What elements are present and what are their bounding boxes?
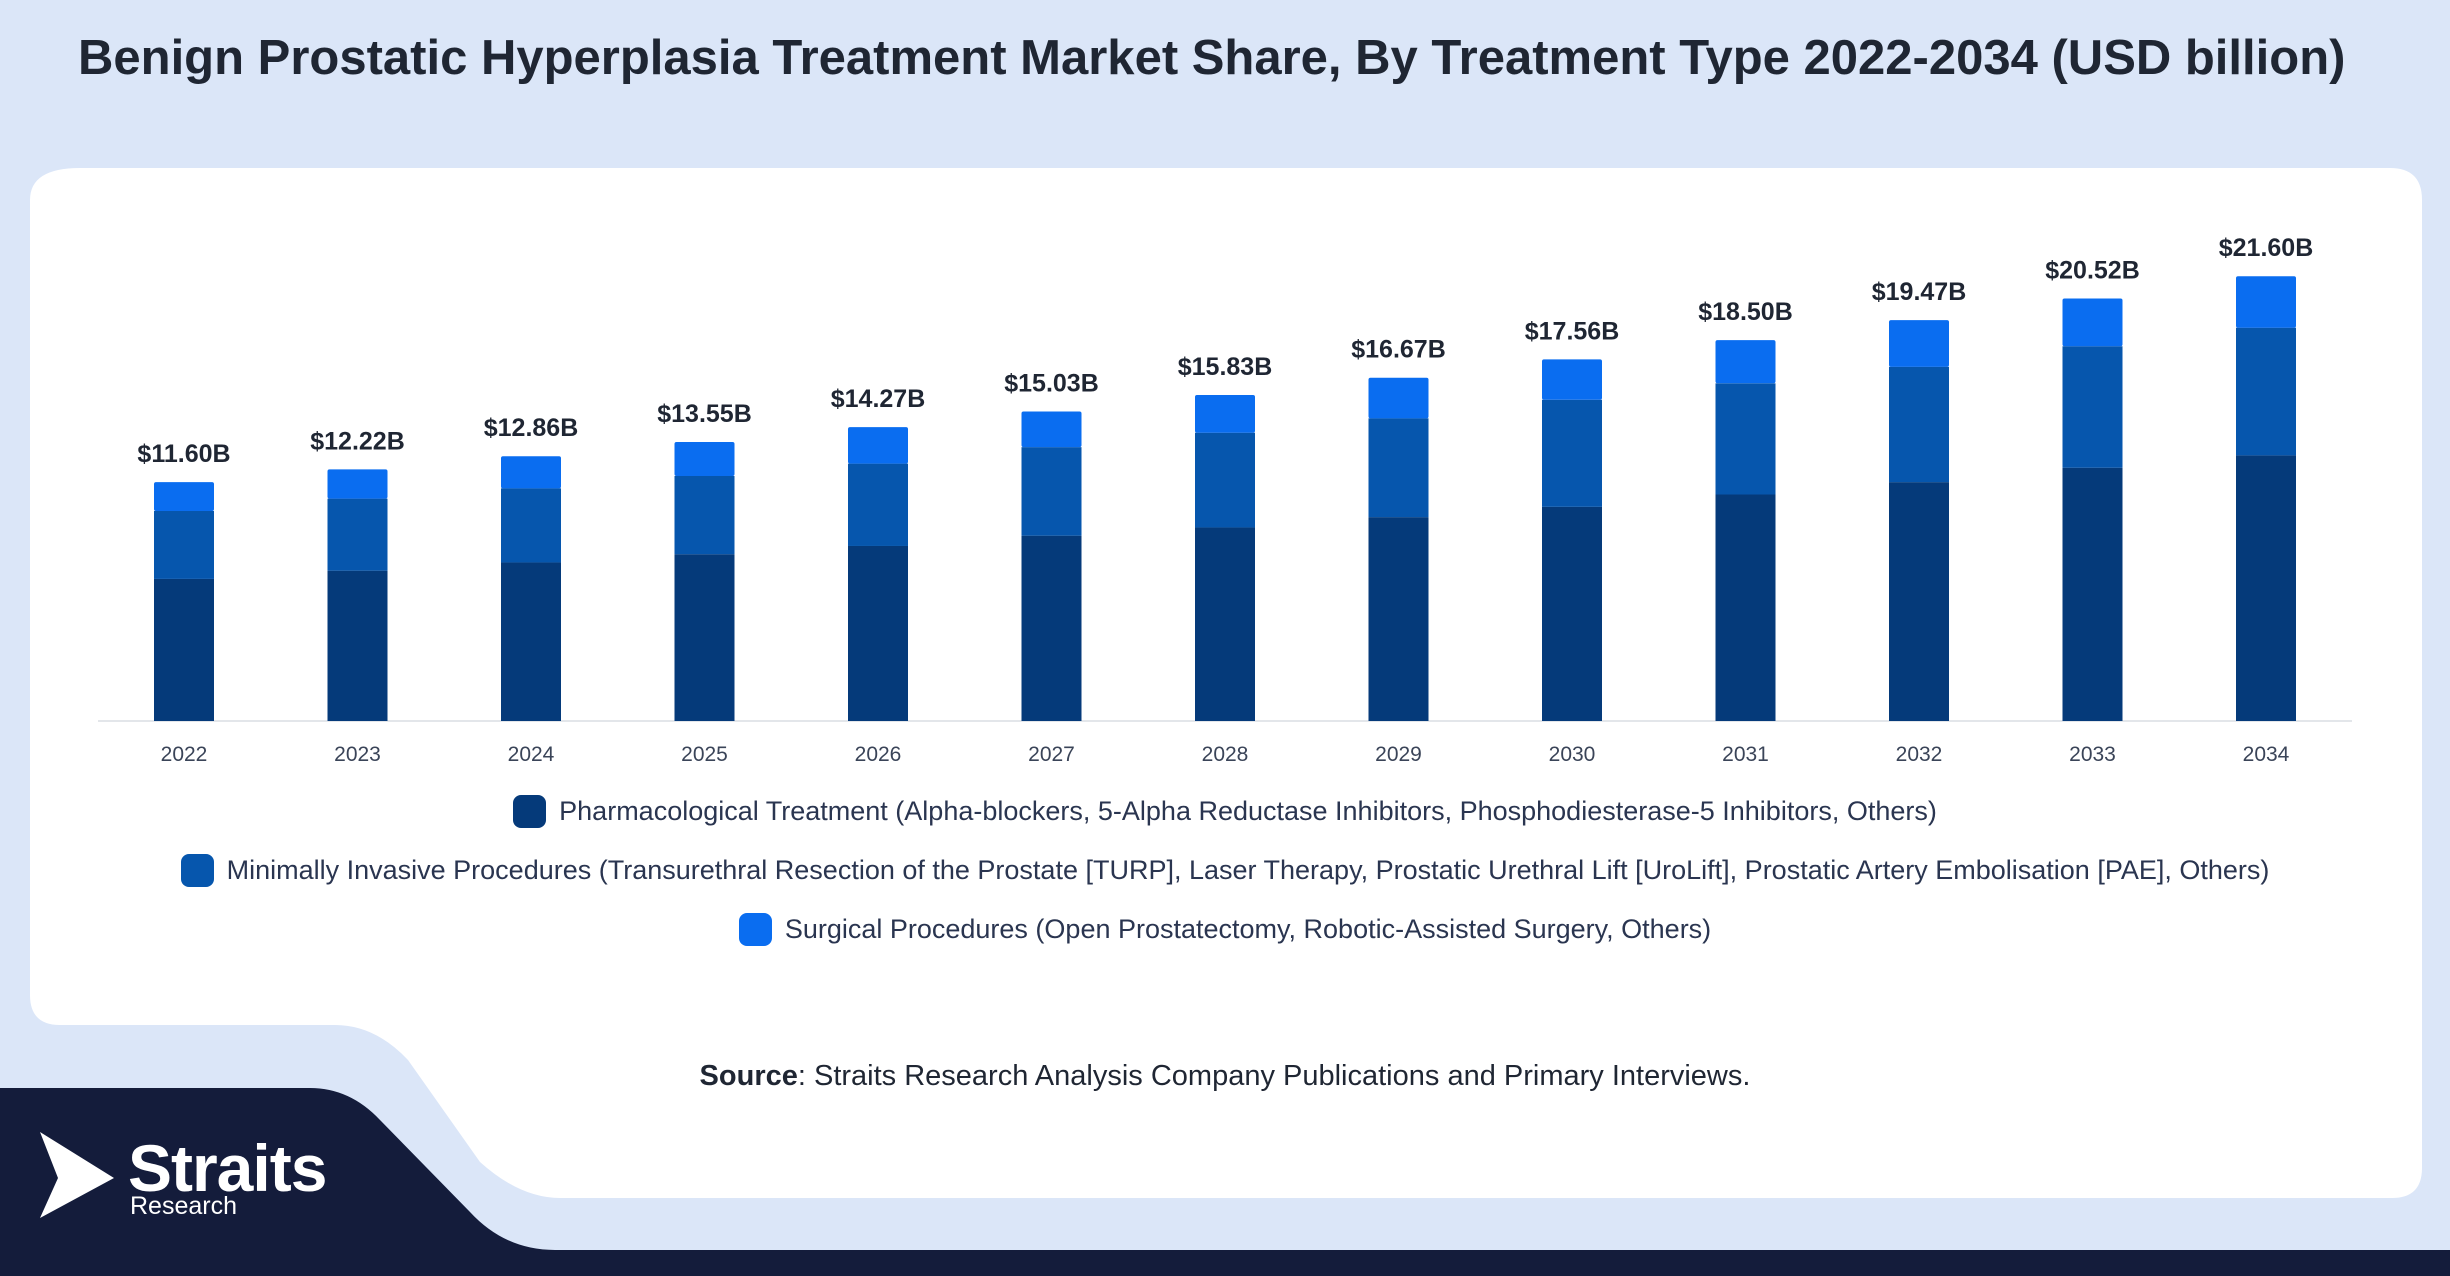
bar-surgical-2026 xyxy=(848,427,908,464)
bar-pharmacological-2030 xyxy=(1542,506,1602,721)
total-label-2026: $14.27B xyxy=(831,385,926,413)
x-tick-label-2027: 2027 xyxy=(1028,743,1075,766)
logo-wordmark: Straits xyxy=(128,1131,327,1205)
legend-swatch-pharmacological xyxy=(513,795,547,828)
bar-surgical-2029 xyxy=(1368,377,1429,419)
x-tick-label-2030: 2030 xyxy=(1549,743,1596,766)
bar-pharmacological-2022 xyxy=(154,578,214,721)
bar-surgical-2033 xyxy=(2062,298,2123,347)
bar-minimally-invasive-2033 xyxy=(2062,346,2123,468)
legend: Pharmacological Treatment (Alpha-blocker… xyxy=(0,795,2450,946)
bar-minimally-invasive-2029 xyxy=(1368,418,1429,518)
total-label-2033: $20.52B xyxy=(2045,256,2140,284)
x-tick-label-2031: 2031 xyxy=(1722,743,1769,766)
bar-minimally-invasive-2024 xyxy=(501,488,561,563)
bar-surgical-2030 xyxy=(1542,359,1602,400)
x-tick-label-2034: 2034 xyxy=(2243,743,2290,766)
page-title: Benign Prostatic Hyperplasia Treatment M… xyxy=(78,31,2346,85)
bar-surgical-2031 xyxy=(1715,340,1776,384)
x-tick-label-2023: 2023 xyxy=(334,743,381,766)
bar-minimally-invasive-2032 xyxy=(1889,366,1949,483)
bar-surgical-2025 xyxy=(674,441,735,476)
logo-arrow-shape xyxy=(40,1132,114,1218)
bar-surgical-2022 xyxy=(154,482,214,511)
legend-item-minimally-invasive: Minimally Invasive Procedures (Transuret… xyxy=(180,854,2270,887)
logo-subtitle: Research xyxy=(130,1192,237,1220)
x-tick-label-2022: 2022 xyxy=(161,743,208,766)
total-label-2027: $15.03B xyxy=(1004,370,1099,398)
x-tick-label-2029: 2029 xyxy=(1375,743,1422,766)
bar-pharmacological-2025 xyxy=(674,554,735,721)
total-label-2031: $18.50B xyxy=(1698,298,1793,326)
legend-label-pharmacological: Pharmacological Treatment (Alpha-blocker… xyxy=(559,796,1937,826)
total-label-2028: $15.83B xyxy=(1178,353,1273,381)
total-label-2034: $21.60B xyxy=(2219,234,2314,262)
bar-pharmacological-2031 xyxy=(1715,494,1776,721)
total-label-2029: $16.67B xyxy=(1351,336,1446,364)
bar-surgical-2024 xyxy=(501,456,561,489)
legend-swatch-surgical xyxy=(738,913,772,946)
bar-pharmacological-2034 xyxy=(2236,455,2296,721)
x-tick-labels-group: 2022 2023 2024 2025 2026 2027 2028 2029 2030 2031… xyxy=(161,743,2290,766)
footer-band xyxy=(0,1088,2450,1276)
legend-item-surgical: Surgical Procedures (Open Prostatectomy,… xyxy=(738,913,1712,946)
total-label-2022: $11.60B xyxy=(137,440,230,468)
bar-minimally-invasive-2031 xyxy=(1715,383,1776,495)
value-labels-group: $11.60B $12.22B $12.86B $13.55B $14.27B $15.0… xyxy=(137,234,2313,468)
x-tick-label-2032: 2032 xyxy=(1896,743,1943,766)
bar-pharmacological-2024 xyxy=(501,562,561,721)
bar-surgical-2023 xyxy=(327,469,388,499)
total-label-2025: $13.55B xyxy=(657,400,752,428)
bar-minimally-invasive-2022 xyxy=(154,510,214,579)
bar-minimally-invasive-2028 xyxy=(1195,432,1255,528)
bar-surgical-2027 xyxy=(1021,411,1082,448)
x-tick-label-2024: 2024 xyxy=(508,743,555,766)
bar-minimally-invasive-2025 xyxy=(674,475,735,555)
bar-surgical-2032 xyxy=(1889,320,1949,367)
bar-pharmacological-2032 xyxy=(1889,482,1949,721)
x-tick-label-2033: 2033 xyxy=(2069,743,2116,766)
bar-minimally-invasive-2026 xyxy=(848,463,908,546)
bar-pharmacological-2028 xyxy=(1195,527,1255,721)
source-label: Source xyxy=(699,1060,798,1092)
logo-arrow-icon xyxy=(40,1132,114,1218)
source-note: Source: Straits Research Analysis Compan… xyxy=(0,1060,2450,1093)
x-tick-label-2025: 2025 xyxy=(681,743,728,766)
legend-label-minimally-invasive: Minimally Invasive Procedures (Transuret… xyxy=(226,855,2270,885)
bar-minimally-invasive-2030 xyxy=(1542,399,1602,507)
bar-pharmacological-2027 xyxy=(1021,535,1082,721)
bar-surgical-2028 xyxy=(1195,395,1255,433)
bar-minimally-invasive-2034 xyxy=(2236,327,2296,456)
bar-surgical-2034 xyxy=(2236,276,2296,328)
bar-pharmacological-2029 xyxy=(1368,517,1429,721)
bar-pharmacological-2026 xyxy=(848,545,908,721)
bar-minimally-invasive-2027 xyxy=(1021,447,1082,536)
total-label-2032: $19.47B xyxy=(1872,278,1967,306)
x-tick-label-2028: 2028 xyxy=(1202,743,1249,766)
bar-pharmacological-2023 xyxy=(327,570,388,721)
bars-group xyxy=(154,276,2296,721)
bar-pharmacological-2033 xyxy=(2062,467,2123,721)
legend-swatch-minimally-invasive xyxy=(180,854,214,887)
source-text: : Straits Research Analysis Company Publ… xyxy=(797,1060,1751,1092)
legend-item-pharmacological: Pharmacological Treatment (Alpha-blocker… xyxy=(513,795,1937,828)
total-label-2030: $17.56B xyxy=(1525,317,1620,345)
x-tick-label-2026: 2026 xyxy=(855,743,902,766)
total-label-2023: $12.22B xyxy=(310,427,405,455)
legend-label-surgical: Surgical Procedures (Open Prostatectomy,… xyxy=(784,914,1712,944)
bar-minimally-invasive-2023 xyxy=(327,498,388,571)
total-label-2024: $12.86B xyxy=(484,414,579,442)
